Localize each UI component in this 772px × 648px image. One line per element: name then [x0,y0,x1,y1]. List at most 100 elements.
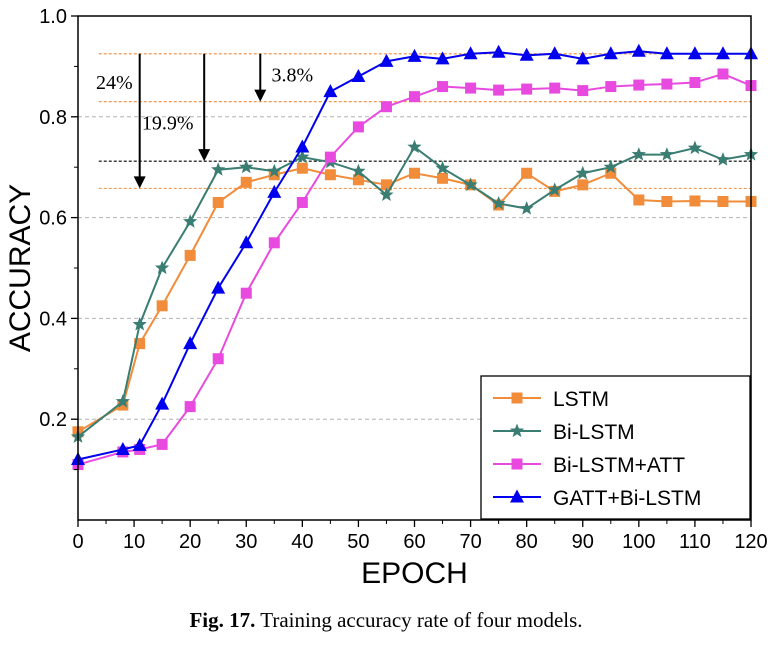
data-point [687,46,702,60]
data-point [717,68,729,80]
data-point [352,174,364,186]
data-point [115,441,130,455]
data-point [296,162,308,174]
data-point [715,46,730,60]
legend-item: GATT+Bi-LSTM [493,487,701,510]
legend-box [480,375,751,520]
data-point [491,44,506,58]
legend-item: Bi-LSTM [493,421,635,444]
legend-label: Bi-LSTM [553,421,635,444]
data-point [239,235,254,249]
data-point [239,159,254,174]
x-tick-label: 60 [403,531,425,553]
data-point [521,83,533,95]
data-point [659,147,675,161]
data-point [183,214,198,228]
legend-marker [511,392,523,404]
data-point [407,139,422,154]
x-tick-label: 50 [347,531,369,553]
y-axis-title: ACCURACY [4,184,37,352]
legend-marker [510,489,524,503]
x-tick-label: 80 [516,531,538,553]
accuracy-chart: 24% 19.9% 3.8% 0 10 20 30 40 50 60 70 80 90 100 110 12… [4,6,768,590]
legend-item: LSTM [493,388,609,411]
x-tick-label: 120 [734,531,767,553]
data-point [659,46,674,60]
data-point [380,179,392,191]
data-point [631,147,646,161]
data-point [519,201,534,215]
x-tick-label: 70 [459,531,481,553]
data-point [689,77,701,89]
data-point [117,399,129,411]
data-point [240,176,252,188]
x-tick-label: 110 [679,531,711,553]
data-point [435,51,450,65]
gridlines [78,116,751,420]
data-point [295,149,310,164]
y-tick-label: 0.6 [39,208,67,230]
x-tick-label: 40 [291,531,313,553]
data-point [605,167,617,179]
reference-lines [98,53,751,189]
data-point [575,165,590,180]
legend-label: LSTM [553,388,609,411]
data-point [211,280,226,294]
data-point [661,195,673,207]
data-point [407,48,422,62]
percent-annotation: 19.9% [142,112,194,134]
data-point [409,167,420,179]
series-group [70,43,759,471]
percent-annotation: 24% [96,72,133,94]
data-point [379,53,394,67]
data-point [132,316,147,331]
y-tick-label: 0.4 [39,308,67,330]
x-tick-label: 30 [235,531,257,553]
data-point [435,160,450,175]
legend-item: Bi-LSTM+ATT [493,454,685,477]
data-point [154,260,170,275]
data-point [323,84,338,98]
arrow-head [254,89,267,102]
data-point [184,249,196,261]
data-point [493,84,505,96]
data-point [605,81,617,93]
data-point [549,82,561,94]
data-point [717,195,729,207]
data-point [519,47,534,61]
data-point [380,101,392,113]
data-point [267,163,282,178]
x-tick-label: 20 [179,531,201,553]
data-point [463,46,478,60]
data-point [631,43,646,57]
data-point [267,184,282,198]
data-point [491,195,506,210]
data-point [268,237,280,249]
data-point [715,152,731,166]
legend-marker [509,423,525,438]
data-point [687,140,703,155]
data-point [633,79,645,91]
data-point [212,196,224,208]
data-point [437,172,449,184]
percent-annotation: 3.8% [271,65,313,87]
data-point [465,82,477,94]
data-point [577,179,589,191]
y-tick-label: 0.8 [39,107,67,129]
data-point [603,159,618,174]
data-point [379,187,394,201]
figure-caption: Fig. 17. Training accuracy rate of four … [0,608,772,633]
arrow-head [133,176,146,189]
data-point [295,139,310,153]
data-point [409,91,420,103]
data-point [115,394,130,408]
x-tick-label: 100 [622,531,655,553]
data-point [132,437,147,451]
data-point [155,396,170,410]
data-point [575,51,590,65]
data-point [547,182,562,196]
data-point [156,438,168,450]
legend-label: Bi-LSTM+ATT [553,454,685,477]
caption-text: Training accuracy rate of four models. [260,608,583,632]
caption-label: Fig. 17. [189,608,256,632]
